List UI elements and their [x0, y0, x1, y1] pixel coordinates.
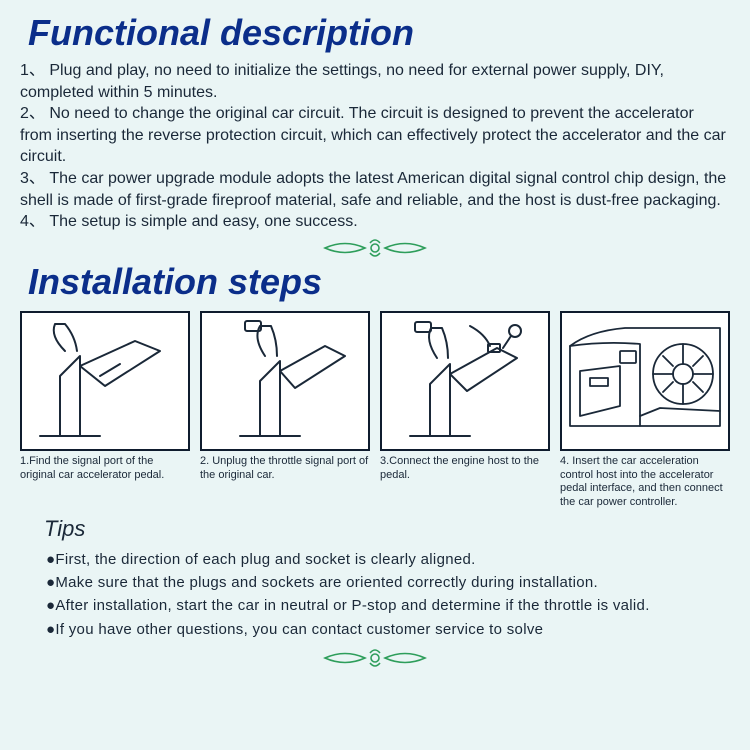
step-2-illustration [200, 311, 370, 451]
functional-description-list: 1、 Plug and play, no need to initialize … [20, 60, 730, 233]
desc-item-4: 4、 The setup is simple and easy, one suc… [20, 211, 730, 233]
divider-flourish-2 [20, 647, 730, 673]
step-1-caption: 1.Find the signal port of the original c… [20, 455, 190, 483]
tip-1: ●First, the direction of each plug and s… [46, 548, 730, 571]
step-3-caption: 3.Connect the engine host to the pedal. [380, 455, 550, 483]
step-4-caption: 4. Insert the car acceleration control h… [560, 455, 730, 510]
desc-item-3: 3、 The car power upgrade module adopts t… [20, 168, 730, 211]
tips-list: ●First, the direction of each plug and s… [46, 548, 730, 641]
step-2: 2. Unplug the throttle signal port of th… [200, 311, 370, 510]
step-3: 3.Connect the engine host to the pedal. [380, 311, 550, 510]
installation-steps-title: Installation steps [28, 261, 730, 303]
tip-3: ●After installation, start the car in ne… [46, 594, 730, 617]
step-2-caption: 2. Unplug the throttle signal port of th… [200, 455, 370, 483]
desc-item-1: 1、 Plug and play, no need to initialize … [20, 60, 730, 103]
functional-description-title: Functional description [28, 12, 730, 54]
tips-title: Tips [44, 516, 730, 542]
tip-4: ●If you have other questions, you can co… [46, 618, 730, 641]
step-3-illustration [380, 311, 550, 451]
step-4-illustration [560, 311, 730, 451]
desc-item-2: 2、 No need to change the original car ci… [20, 103, 730, 168]
step-1: 1.Find the signal port of the original c… [20, 311, 190, 510]
tip-2: ●Make sure that the plugs and sockets ar… [46, 571, 730, 594]
divider-flourish-1 [20, 237, 730, 263]
steps-row: 1.Find the signal port of the original c… [20, 311, 730, 510]
step-1-illustration [20, 311, 190, 451]
step-4: 4. Insert the car acceleration control h… [560, 311, 730, 510]
